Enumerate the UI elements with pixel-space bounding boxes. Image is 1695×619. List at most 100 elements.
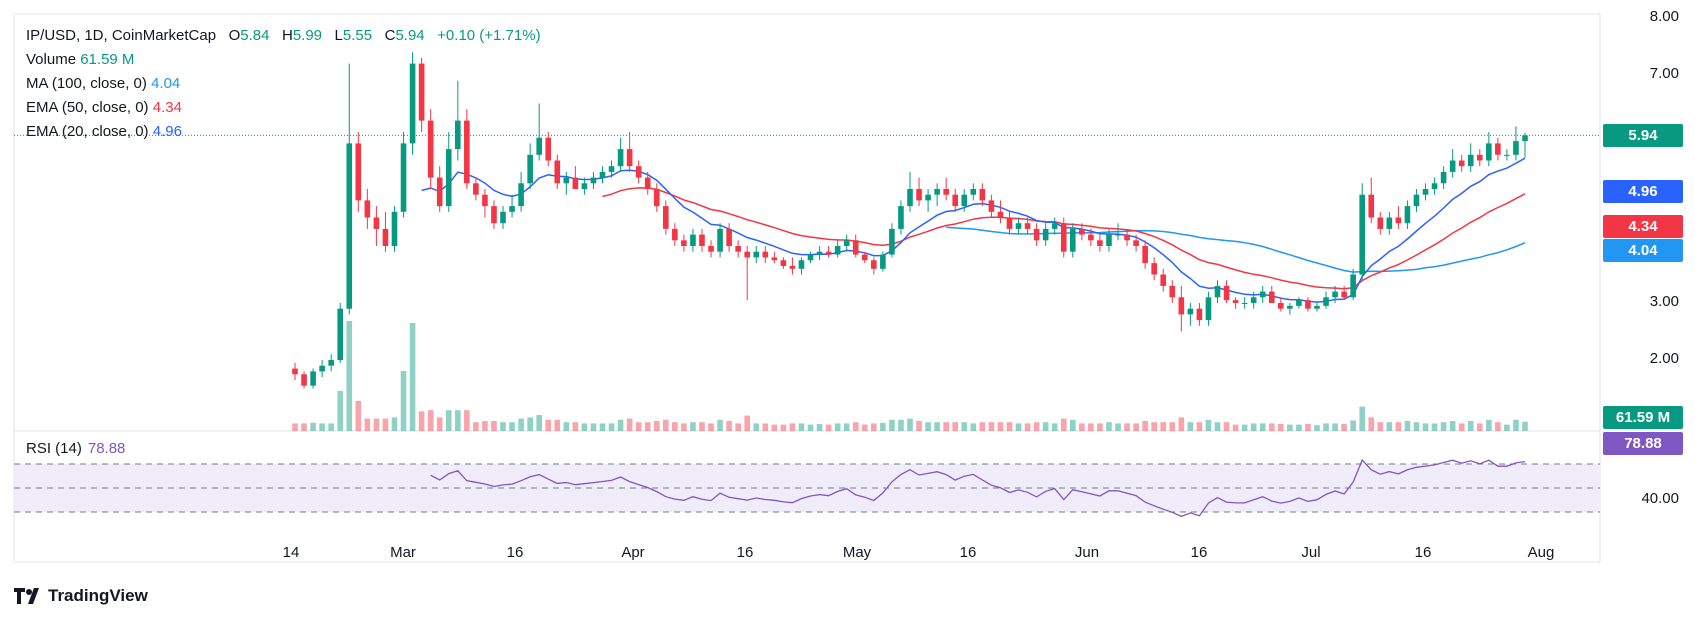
volume-bar <box>753 423 760 431</box>
rsi-value: 78.88 <box>87 440 126 457</box>
candle-body <box>861 254 868 261</box>
candle-body <box>554 160 561 184</box>
volume-bar <box>1259 423 1266 431</box>
candle-body <box>491 206 497 224</box>
volume-bar <box>717 419 723 431</box>
volume-bar <box>925 422 931 431</box>
volume-bar <box>355 401 362 431</box>
candle-body <box>1015 223 1022 229</box>
volume-bar <box>400 371 407 431</box>
candle-body <box>536 137 542 155</box>
volume-bar <box>1033 422 1040 431</box>
candle-body <box>1250 297 1257 303</box>
candle-body <box>1259 291 1266 298</box>
candle-body <box>1467 154 1474 167</box>
volume-bar <box>563 422 570 431</box>
plot-frame <box>13 13 1601 563</box>
candle-body <box>364 200 371 218</box>
tradingview-logo-icon <box>14 588 39 604</box>
volume-bar <box>1486 419 1492 431</box>
candle-body <box>1495 143 1501 155</box>
volume-bar <box>852 422 859 431</box>
candle-body <box>871 260 877 269</box>
candle-body <box>1205 297 1212 321</box>
candle-body <box>1187 308 1194 315</box>
candle-body <box>292 368 298 375</box>
change-value: +0.10 (+1.71%) <box>437 27 541 44</box>
volume-bar <box>509 422 515 431</box>
candle-body <box>753 251 760 258</box>
legend-ema50-row[interactable]: EMA (50, close, 0) 4.34 <box>26 96 541 120</box>
volume-bar <box>1151 422 1157 431</box>
high-value: 5.99 <box>292 27 323 44</box>
candle-body <box>1142 246 1148 264</box>
x-label: 16 <box>736 544 754 561</box>
volume-bar <box>500 422 506 431</box>
candle-body <box>427 120 434 178</box>
legend-ema20-row[interactable]: EMA (20, close, 0) 4.96 <box>26 120 541 144</box>
tradingview-logo[interactable]: TradingView <box>14 586 148 606</box>
volume-bar <box>1287 424 1293 431</box>
candle-body <box>1332 291 1338 298</box>
candle-body <box>672 228 678 241</box>
volume-bar <box>681 423 687 431</box>
legend-ma-row[interactable]: MA (100, close, 0) 4.04 <box>26 72 541 96</box>
volume-bar <box>1377 422 1384 431</box>
candle-body <box>1042 228 1049 241</box>
volume-bar <box>1060 418 1067 431</box>
volume-bar <box>1232 424 1239 431</box>
candle-body <box>1006 217 1013 229</box>
candle-body <box>572 177 579 189</box>
volume-bar <box>617 419 624 431</box>
volume-bar <box>1042 422 1049 431</box>
x-label: 16 <box>959 544 977 561</box>
candle-body <box>500 211 506 224</box>
candle-body <box>1160 274 1167 286</box>
candle-body <box>1314 305 1320 309</box>
candle-body <box>1151 263 1157 275</box>
volume-bar <box>898 419 904 431</box>
candle-body <box>409 63 416 144</box>
candle-body <box>1486 143 1492 161</box>
volume-bar <box>762 423 769 431</box>
volume-bar <box>427 410 434 431</box>
legend-volume-row[interactable]: Volume 61.59 M <box>26 48 541 72</box>
ema50-value: 4.34 <box>152 99 182 116</box>
volume-bar <box>961 422 968 431</box>
volume-bar <box>1241 424 1248 431</box>
volume-bar <box>464 410 470 431</box>
volume-bar <box>1395 422 1402 431</box>
volume-bar <box>635 422 642 431</box>
candle-body <box>1106 234 1112 246</box>
ema20-value: 4.96 <box>152 123 182 140</box>
volume-bar <box>382 418 389 431</box>
volume-bar <box>1350 420 1356 431</box>
volume-bar <box>1015 423 1022 431</box>
brand-name: TradingView <box>48 586 148 605</box>
volume-bar <box>988 422 995 431</box>
volume-bar <box>1314 425 1320 431</box>
x-label: Jul <box>1301 544 1321 561</box>
volume-value: 61.59 M <box>80 51 135 68</box>
volume-bar <box>880 422 886 431</box>
candle-body <box>717 228 723 252</box>
candle-body <box>1504 154 1510 156</box>
volume-bar <box>1024 423 1031 431</box>
rsi-legend[interactable]: RSI (14) 78.88 <box>26 440 125 457</box>
volume-bar <box>491 421 497 431</box>
volume-label: Volume <box>26 51 77 68</box>
candle-body <box>1088 234 1094 241</box>
volume-bar <box>1404 421 1411 431</box>
volume-bar <box>1106 422 1112 431</box>
candle-body <box>590 177 597 184</box>
candle-body <box>681 240 687 246</box>
volume-bar <box>418 411 425 431</box>
volume-bar <box>572 422 579 431</box>
volume-bar <box>1440 422 1447 431</box>
volume-bar <box>1449 421 1456 431</box>
candle-body <box>816 251 823 255</box>
candle-body <box>1133 240 1139 246</box>
symbol-label[interactable]: IP/USD, 1D, CoinMarketCap <box>26 27 217 44</box>
